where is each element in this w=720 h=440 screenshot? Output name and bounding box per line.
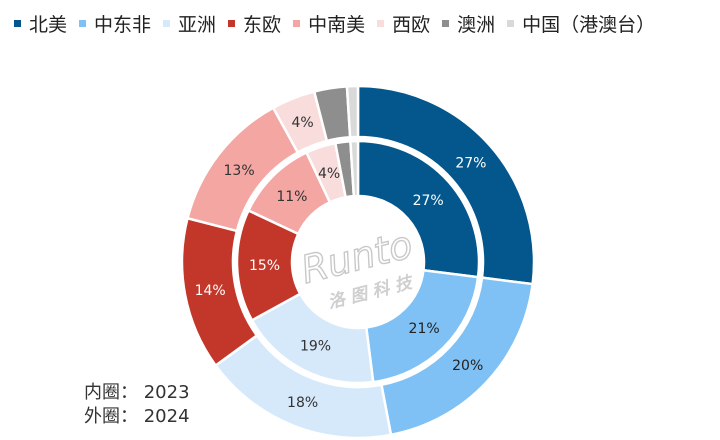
outer-ring-data-label: 18% <box>287 395 318 411</box>
legend-item: 澳洲 <box>442 10 495 37</box>
outer-ring-data-label: 13% <box>224 163 255 179</box>
legend-swatch <box>79 19 87 27</box>
outer-ring-data-label: 20% <box>452 358 483 374</box>
legend-label: 中南美 <box>308 13 366 36</box>
legend-item: 西欧 <box>377 10 430 37</box>
inner-ring-segment <box>364 268 480 384</box>
legend-label: 北美 <box>29 13 68 36</box>
legend-swatch <box>442 19 450 27</box>
legend-swatch <box>293 19 301 27</box>
inner-ring-data-label: 4% <box>318 166 340 182</box>
outer-ring-segment <box>345 84 360 139</box>
legend-item: 亚洲 <box>163 10 216 37</box>
chart-legend: 北美 中东非 亚洲 东欧 中南美 西欧 澳洲 中国（港澳台） <box>14 8 712 38</box>
legend-label: 中东非 <box>94 13 152 36</box>
inner-ring-note: 内圈： 2023 <box>84 382 190 403</box>
inner-ring-segment <box>349 139 360 198</box>
outer-ring-data-label: 4% <box>291 115 313 131</box>
inner-ring-data-label: 15% <box>249 258 280 274</box>
inner-ring-data-label: 27% <box>413 193 444 209</box>
legend-swatch <box>14 19 21 27</box>
outer-ring-segment <box>356 84 536 286</box>
outer-ring-data-label: 27% <box>455 155 486 171</box>
inner-ring-segment <box>356 139 481 279</box>
legend-swatch <box>507 19 515 27</box>
legend-label: 东欧 <box>243 13 282 36</box>
legend-label: 澳洲 <box>457 13 496 36</box>
legend-item: 中南美 <box>293 10 365 37</box>
inner-ring-data-label: 21% <box>409 321 440 337</box>
inner-ring-data-label: 11% <box>276 189 307 205</box>
legend-label: 西欧 <box>392 13 431 36</box>
outer-ring-data-label: 14% <box>195 283 226 299</box>
legend-item: 北美 <box>14 10 67 37</box>
legend-label: 亚洲 <box>178 13 217 36</box>
legend-item: 中国（港澳台） <box>507 10 655 37</box>
legend-swatch <box>228 19 236 27</box>
legend-swatch <box>377 19 385 27</box>
legend-label: 中国（港澳台） <box>522 13 656 36</box>
legend-item: 中东非 <box>79 10 151 37</box>
inner-ring-data-label: 19% <box>300 338 331 354</box>
outer-ring-note: 外圈： 2024 <box>84 406 190 427</box>
legend-swatch <box>163 19 171 27</box>
legend-item: 东欧 <box>228 10 281 37</box>
